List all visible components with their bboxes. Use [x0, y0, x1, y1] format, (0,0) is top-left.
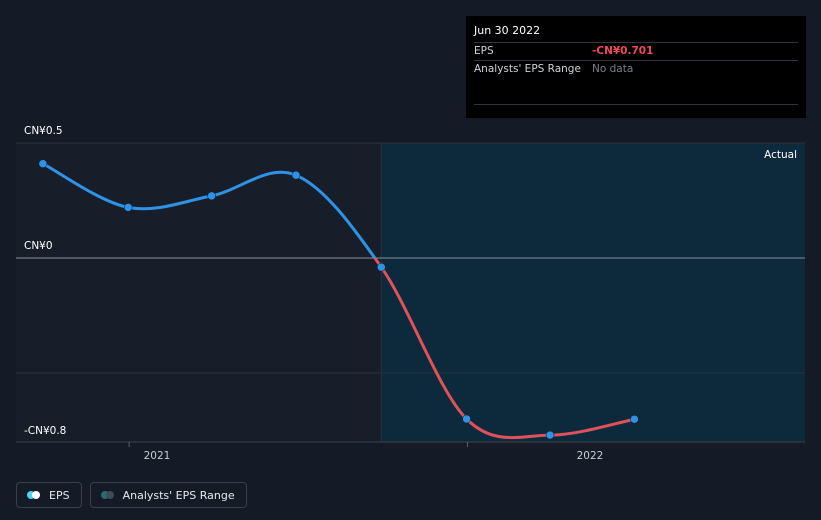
x-ticks [128, 442, 469, 447]
past-region [16, 143, 382, 442]
eps-point [630, 414, 639, 424]
y-tick-label-top: CN¥0.5 [24, 125, 63, 137]
eps-point [38, 159, 48, 168]
eps-point [462, 414, 471, 424]
eps-point [207, 191, 216, 201]
eps-series [38, 159, 639, 440]
tooltip-panel: Jun 30 2022 EPS -CN¥0.701 Analysts' EPS … [466, 16, 806, 118]
chart-legend: EPS Analysts' EPS Range [16, 482, 247, 508]
eps-line-positive [41, 162, 377, 258]
eps-point [377, 262, 386, 272]
y-tick-label-zero: CN¥0 [24, 240, 53, 252]
actual-region-label: Actual [764, 149, 797, 161]
tooltip-range-value: No data [592, 63, 634, 75]
tooltip-date: Jun 30 2022 [474, 24, 541, 37]
y-tick-label-bottom: -CN¥0.8 [24, 425, 66, 437]
x-tick-label-2021: 2021 [144, 450, 171, 462]
eps-point [545, 430, 555, 440]
eps-point [291, 170, 301, 180]
legend-range-label: Analysts' EPS Range [122, 488, 235, 502]
tooltip-divider [474, 104, 798, 105]
eps-point [123, 203, 133, 212]
tooltip-range-label: Analysts' EPS Range [474, 63, 581, 75]
legend-range-button[interactable]: Analysts' EPS Range [89, 482, 247, 508]
x-tick-label-2022: 2022 [577, 450, 604, 462]
legend-eps-button[interactable]: EPS [16, 482, 82, 508]
forecast-region [381, 143, 805, 442]
eps-line-negative [372, 258, 636, 440]
tooltip-eps-label: EPS [474, 45, 494, 57]
eps-legend-icon [27, 491, 41, 499]
range-legend-icon [100, 491, 115, 499]
legend-eps-label: EPS [49, 488, 70, 502]
tooltip-range-row: Analysts' EPS Range No data [474, 60, 798, 78]
tooltip-eps-row: EPS -CN¥0.701 [474, 42, 798, 60]
tooltip-eps-value: -CN¥0.701 [592, 45, 654, 57]
